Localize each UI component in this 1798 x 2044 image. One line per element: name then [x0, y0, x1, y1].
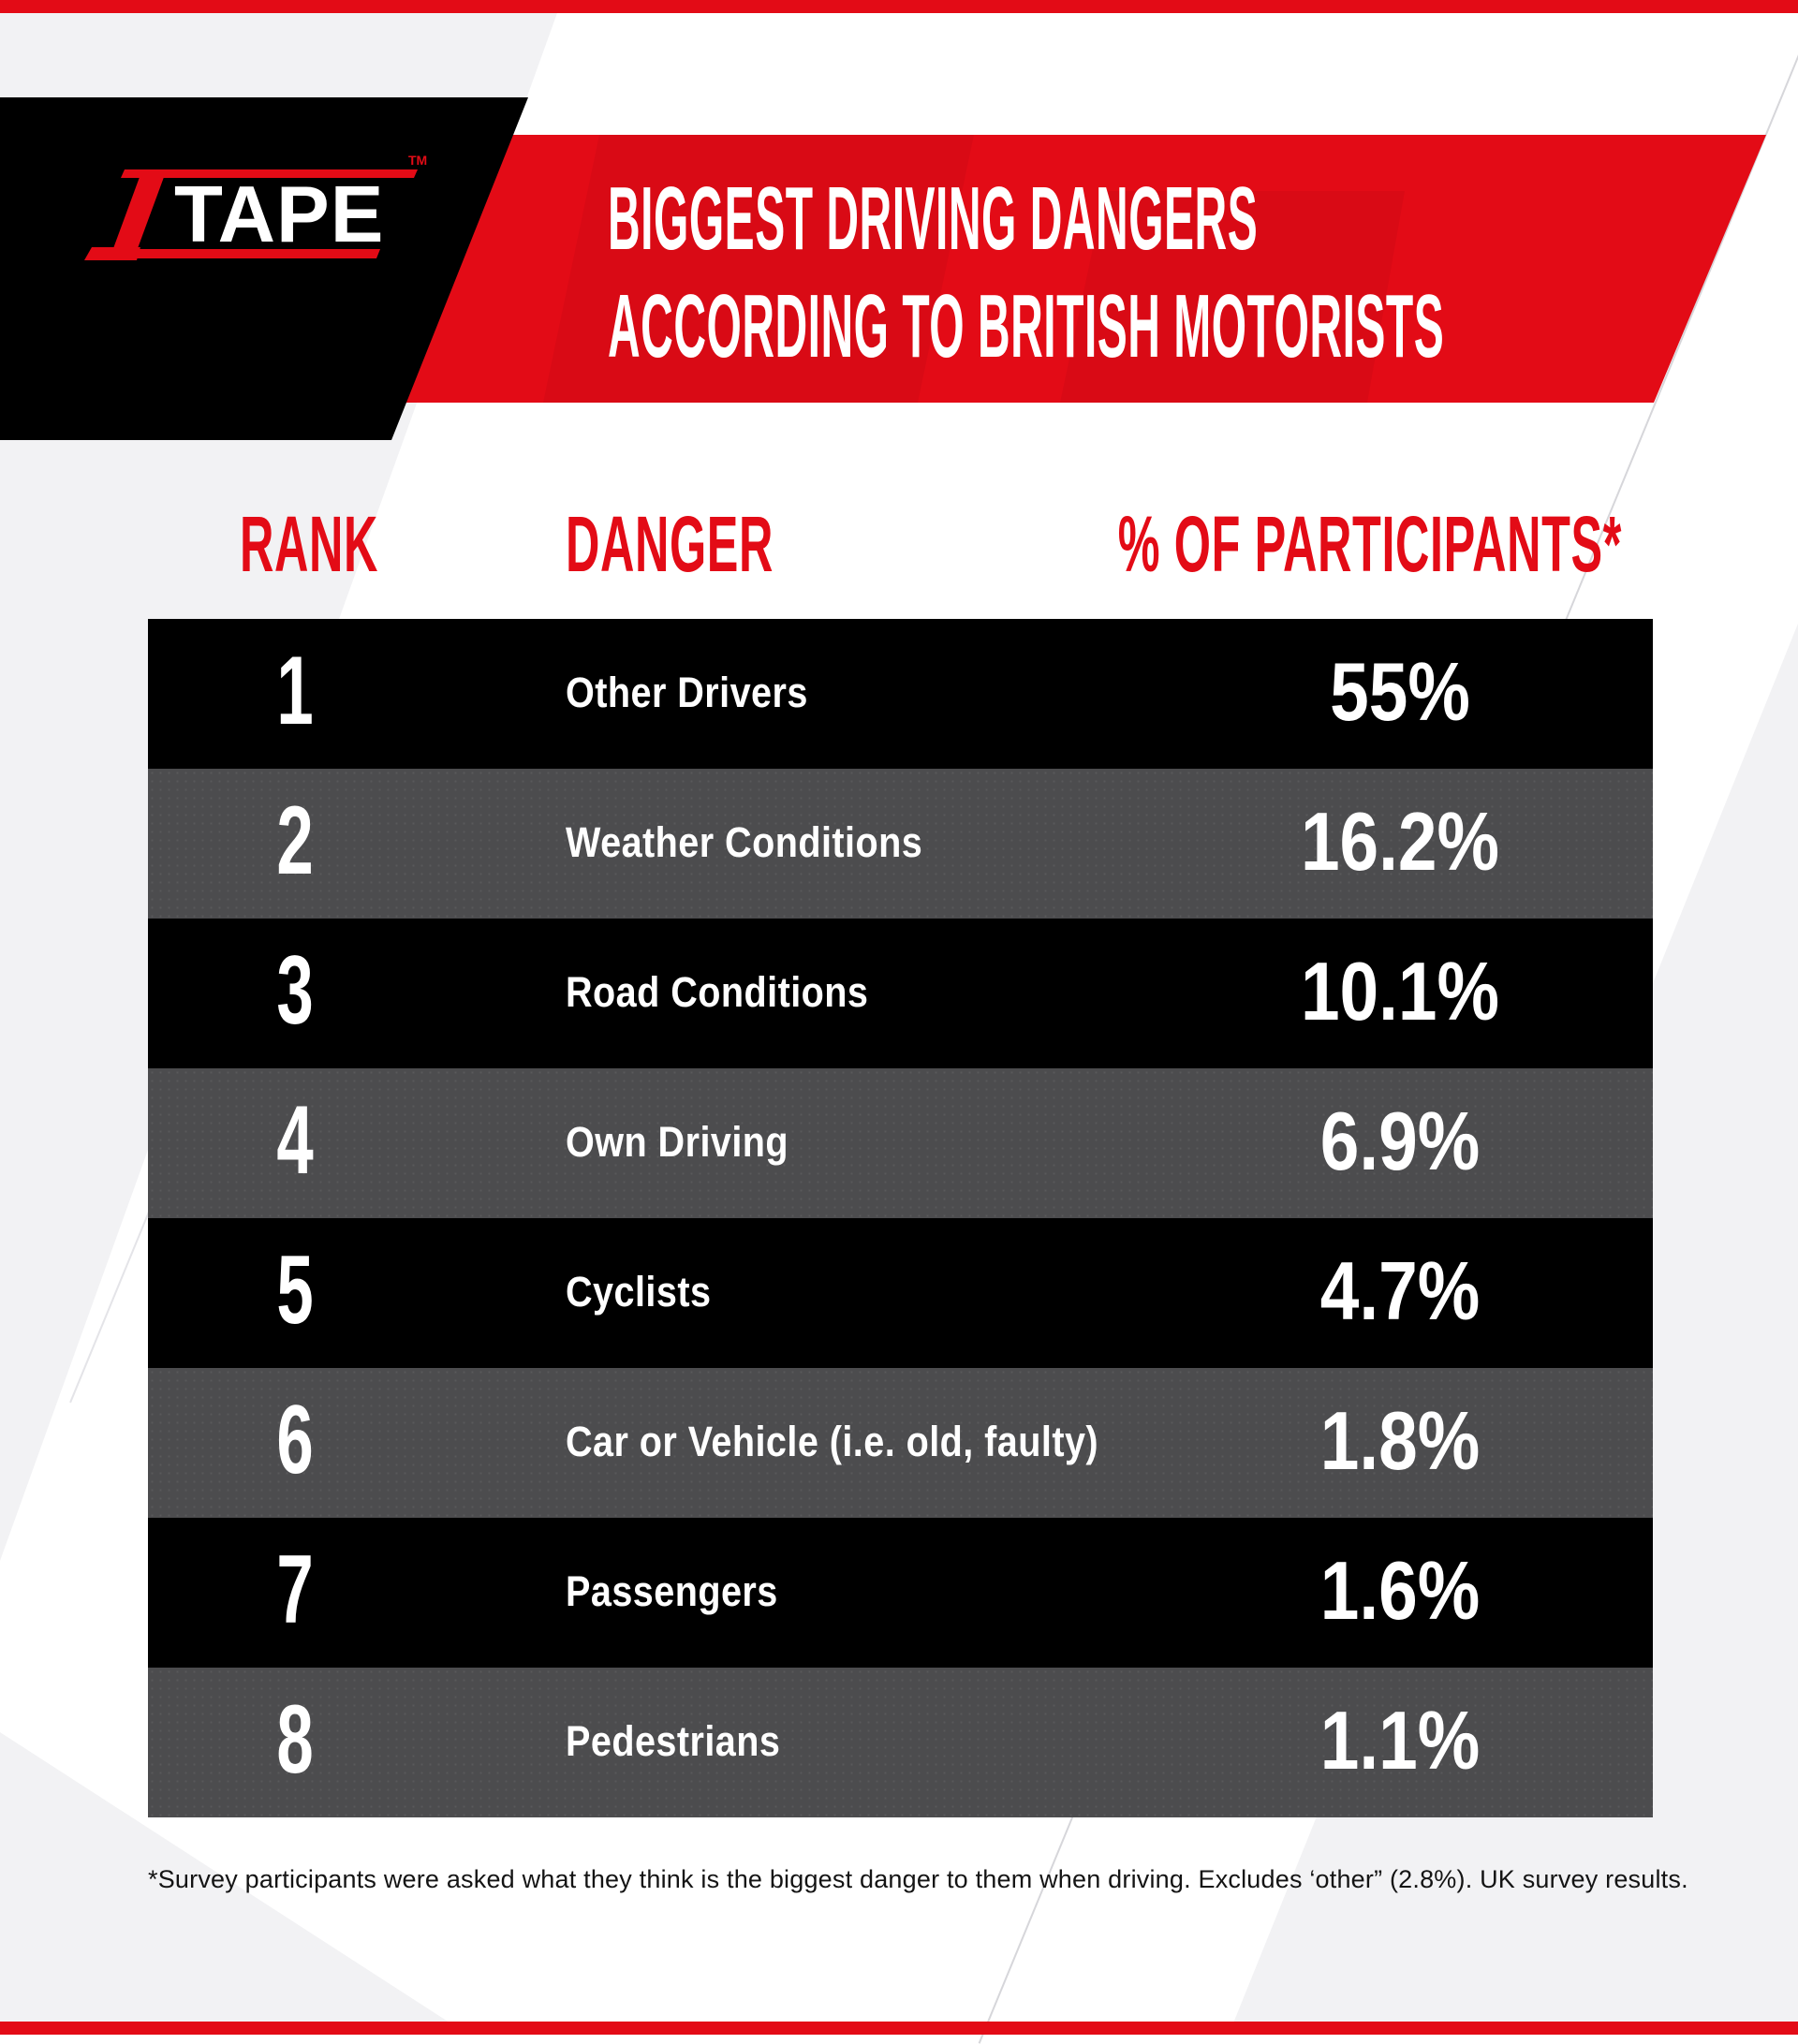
rank-value: 2	[276, 787, 314, 896]
rank-value: 4	[276, 1086, 314, 1196]
page-title-line2: ACCORDING TO BRITISH MOTORISTS	[608, 276, 1445, 376]
logo-wordmark: TAPE	[174, 170, 384, 259]
jtape-logo-svg: TAPE TM	[0, 97, 528, 440]
column-header-participants: % OF PARTICIPANTS*	[1117, 500, 1622, 588]
footnote: *Survey participants were asked what the…	[148, 1865, 1688, 1893]
band-texture	[1060, 191, 1405, 403]
percentage-value: 1.8%	[1319, 1393, 1481, 1487]
table-row: 1 Other Drivers 55%	[148, 619, 1653, 769]
title-band	[375, 135, 1766, 403]
rank-value: 5	[276, 1236, 314, 1346]
percentage-value: 4.7%	[1319, 1243, 1481, 1337]
bottom-red-strip	[0, 2022, 1798, 2035]
danger-label: Road Conditions	[566, 967, 869, 1016]
table-row: 4 Own Driving 6.9%	[148, 1068, 1653, 1218]
danger-label: Cyclists	[566, 1267, 712, 1316]
rank-value: 3	[276, 936, 314, 1046]
percentage-value: 1.6%	[1319, 1543, 1481, 1637]
jtape-logo: TAPE TM	[0, 97, 530, 440]
danger-label: Passengers	[566, 1566, 778, 1615]
danger-label: Own Driving	[566, 1117, 789, 1166]
percentage-value: 16.2%	[1300, 794, 1500, 888]
table-row: 2 Weather Conditions 16.2%	[148, 769, 1653, 919]
table-row: 8 Pedestrians 1.1%	[148, 1668, 1653, 1817]
rank-value: 7	[276, 1536, 314, 1645]
table-row: 3 Road Conditions 10.1%	[148, 919, 1653, 1068]
rank-value: 8	[276, 1685, 314, 1795]
table-row: 6 Car or Vehicle (i.e. old, faulty) 1.8%	[148, 1368, 1653, 1518]
top-red-strip	[0, 0, 1798, 13]
column-header-danger: DANGER	[566, 500, 774, 588]
page-title-line1: BIGGEST DRIVING DANGERS	[608, 169, 1259, 269]
table-row: 7 Passengers 1.6%	[148, 1518, 1653, 1668]
percentage-value: 1.1%	[1319, 1693, 1481, 1787]
danger-label: Car or Vehicle (i.e. old, faulty)	[566, 1417, 1099, 1465]
percentage-value: 6.9%	[1319, 1094, 1481, 1187]
percentage-value: 10.1%	[1300, 944, 1500, 1037]
ranking-table: 1 Other Drivers 55% 2 Weather Conditions…	[148, 619, 1653, 1817]
danger-label: Pedestrians	[566, 1716, 781, 1765]
percentage-value: 55%	[1330, 644, 1470, 738]
band-texture	[543, 135, 974, 403]
danger-label: Other Drivers	[566, 668, 808, 716]
trademark-symbol: TM	[408, 153, 427, 168]
rank-value: 1	[276, 637, 314, 746]
danger-label: Weather Conditions	[566, 817, 923, 866]
rank-value: 6	[276, 1386, 314, 1495]
page-title: BIGGEST DRIVING DANGERS ACCORDING TO BRI…	[608, 165, 1444, 380]
table-row: 5 Cyclists 4.7%	[148, 1218, 1653, 1368]
column-header-rank: RANK	[240, 500, 378, 588]
